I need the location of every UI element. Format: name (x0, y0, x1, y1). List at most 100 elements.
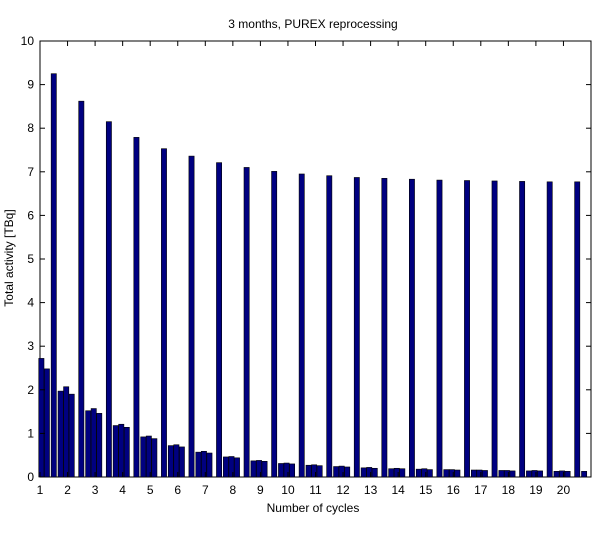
axis-ticks (39, 40, 591, 478)
bar (491, 180, 498, 478)
y-tick-label: 8 (27, 121, 34, 135)
y-axis-label: Total activity [TBq] (2, 209, 16, 306)
bar (161, 148, 167, 478)
bar (234, 457, 240, 478)
bar (50, 73, 57, 478)
bar (188, 155, 195, 478)
bar (564, 471, 571, 478)
x-tick-label: 16 (447, 483, 461, 497)
bar (454, 469, 461, 478)
y-tick-label: 3 (27, 339, 34, 353)
x-tick-label: 12 (336, 483, 350, 497)
bar (123, 426, 130, 478)
bar (333, 466, 340, 478)
bar (167, 445, 174, 478)
bar (526, 470, 532, 478)
bar (482, 470, 488, 478)
x-tick-label: 5 (147, 483, 154, 497)
bar (443, 469, 450, 478)
y-tick-label: 10 (21, 34, 35, 48)
bar (415, 468, 422, 478)
bar (43, 368, 50, 478)
bar (519, 181, 526, 478)
bar (553, 471, 560, 478)
x-axis-label: Number of cycles (267, 501, 360, 515)
bar (344, 466, 351, 478)
bar (195, 451, 202, 478)
x-tick-label: 4 (119, 483, 126, 497)
chart-title: 3 months, PUREX reprocessing (228, 17, 397, 31)
y-tick-label: 2 (27, 383, 34, 397)
y-tick-label: 5 (27, 252, 34, 266)
x-tick-label: 7 (202, 483, 209, 497)
bar (243, 167, 250, 478)
bar (261, 460, 268, 478)
bar (316, 465, 323, 478)
bar (57, 390, 64, 478)
bar (381, 178, 388, 478)
x-tick-label: 8 (230, 483, 237, 497)
bar (145, 435, 152, 478)
plot-area (39, 40, 592, 478)
bar (178, 446, 185, 478)
bar (96, 413, 103, 478)
y-tick-label: 9 (27, 78, 34, 92)
x-tick-label: 14 (391, 483, 405, 497)
bar (206, 452, 213, 478)
bar (118, 423, 125, 478)
y-tick-label: 1 (27, 426, 34, 440)
bar (399, 468, 406, 478)
x-tick-label: 2 (64, 483, 71, 497)
x-tick-label: 15 (419, 483, 433, 497)
bar (68, 393, 75, 478)
bar (223, 456, 229, 478)
bar (63, 386, 70, 478)
bar (298, 173, 305, 478)
bar (509, 470, 516, 478)
y-tick-label: 6 (27, 208, 34, 222)
bar (464, 180, 470, 478)
x-tick-label: 1 (37, 483, 44, 497)
bar (537, 470, 543, 478)
bar (436, 179, 443, 478)
y-tick-label: 4 (27, 296, 34, 310)
bar (140, 436, 147, 478)
bar (271, 171, 278, 478)
bar (133, 137, 140, 478)
x-tick-label: 13 (364, 483, 378, 497)
bar (112, 425, 119, 478)
bar (305, 464, 312, 478)
bar (574, 181, 581, 478)
x-tick-label: 17 (474, 483, 488, 497)
bar (90, 408, 97, 478)
x-tick-label: 20 (557, 483, 571, 497)
bar (470, 469, 477, 478)
x-tick-labels: 1 2 3 4 5 6 7 8 9 10 11 12 13 14 15 16 17 18 19 20 (37, 483, 571, 497)
bar (426, 469, 433, 478)
bar (326, 175, 333, 478)
bar (289, 463, 296, 478)
y-tick-label: 7 (27, 165, 34, 179)
bars (38, 73, 588, 478)
bar (78, 100, 85, 478)
bar (278, 463, 284, 478)
bar (151, 438, 158, 478)
x-tick-label: 19 (529, 483, 543, 497)
bar (388, 468, 395, 478)
bar (409, 178, 415, 478)
x-tick-label: 11 (309, 483, 322, 497)
x-tick-label: 18 (502, 483, 516, 497)
bar (250, 460, 257, 478)
bar (581, 471, 588, 478)
bar (360, 467, 367, 478)
x-tick-label: 6 (174, 483, 181, 497)
x-tick-label: 9 (257, 483, 264, 497)
x-tick-label: 10 (281, 483, 295, 497)
bar (216, 162, 222, 478)
bar (546, 181, 553, 478)
bar (38, 358, 45, 478)
y-tick-label: 0 (27, 470, 34, 484)
bar (498, 470, 505, 478)
bar (85, 410, 92, 478)
